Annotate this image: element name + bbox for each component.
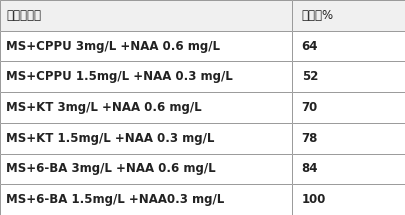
Text: 78: 78	[302, 132, 318, 145]
Text: 培养基配方: 培养基配方	[6, 9, 41, 22]
Text: 70: 70	[302, 101, 318, 114]
Bar	[0, 154, 292, 184]
Text: MS+KT 1.5mg/L +NAA 0.3 mg/L: MS+KT 1.5mg/L +NAA 0.3 mg/L	[6, 132, 215, 145]
Bar	[0, 31, 292, 61]
Bar	[0, 123, 292, 154]
Bar	[292, 154, 405, 184]
Bar	[292, 0, 405, 31]
Bar	[292, 31, 405, 61]
Bar	[292, 184, 405, 215]
Bar	[0, 0, 292, 31]
Text: 52: 52	[302, 70, 318, 83]
Text: MS+6-BA 3mg/L +NAA 0.6 mg/L: MS+6-BA 3mg/L +NAA 0.6 mg/L	[6, 162, 216, 175]
Bar	[0, 184, 292, 215]
Text: MS+CPPU 1.5mg/L +NAA 0.3 mg/L: MS+CPPU 1.5mg/L +NAA 0.3 mg/L	[6, 70, 233, 83]
Bar	[292, 92, 405, 123]
Text: MS+KT 3mg/L +NAA 0.6 mg/L: MS+KT 3mg/L +NAA 0.6 mg/L	[6, 101, 202, 114]
Bar	[292, 184, 405, 215]
Bar	[0, 184, 292, 215]
Bar	[292, 0, 405, 31]
Text: 诱导率%: 诱导率%	[302, 9, 334, 22]
Bar	[0, 31, 292, 61]
Text: MS+6-BA 1.5mg/L +NAA0.3 mg/L: MS+6-BA 1.5mg/L +NAA0.3 mg/L	[6, 193, 224, 206]
Bar	[292, 61, 405, 92]
Bar	[0, 123, 292, 154]
Bar	[0, 61, 292, 92]
Bar	[292, 61, 405, 92]
Text: 100: 100	[302, 193, 326, 206]
Text: 64: 64	[302, 40, 318, 53]
Bar	[0, 92, 292, 123]
Bar	[0, 0, 292, 31]
Text: 84: 84	[302, 162, 318, 175]
Bar	[0, 61, 292, 92]
Bar	[0, 92, 292, 123]
Bar	[292, 123, 405, 154]
Bar	[292, 123, 405, 154]
Bar	[0, 154, 292, 184]
Bar	[292, 154, 405, 184]
Bar	[292, 92, 405, 123]
Bar	[292, 31, 405, 61]
Text: MS+CPPU 3mg/L +NAA 0.6 mg/L: MS+CPPU 3mg/L +NAA 0.6 mg/L	[6, 40, 220, 53]
